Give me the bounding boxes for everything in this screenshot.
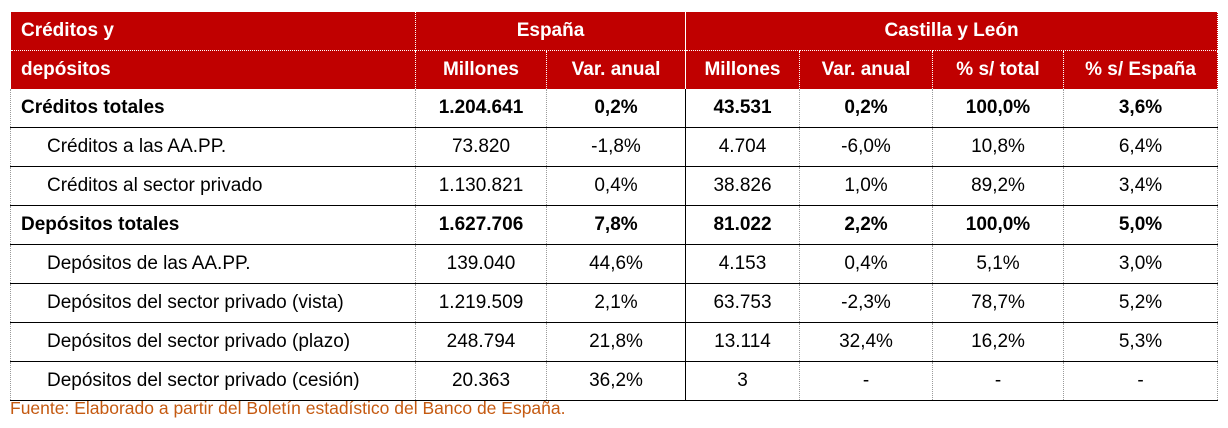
col-header-cyl-millones: Millones: [685, 50, 800, 89]
table-row-creditos-totales: Créditos totales 1.204.641 0,2% 43.531 0…: [10, 89, 1219, 128]
cell-cyl-millones: 13.114: [685, 322, 800, 362]
table-row-depositos-privado-vista: Depósitos del sector privado (vista) 1.2…: [10, 283, 1219, 323]
cell-espana-var-anual: -1,8%: [546, 127, 686, 167]
data-table: Créditos y España Castilla y León depósi…: [10, 11, 1219, 401]
col-header-cyl-var-anual: Var. anual: [799, 50, 933, 89]
table-row-depositos-aapp: Depósitos de las AA.PP. 139.040 44,6% 4.…: [10, 244, 1219, 284]
cell-cyl-var-anual: -: [799, 361, 933, 401]
table-row-creditos-sector-privado: Créditos al sector privado 1.130.821 0,4…: [10, 166, 1219, 206]
cell-cyl-var-anual: 0,4%: [799, 244, 933, 284]
cell-cyl-millones: 4.704: [685, 127, 800, 167]
row-label: Créditos totales: [10, 89, 416, 128]
cell-cyl-pct-espana: 5,2%: [1062, 283, 1219, 323]
row-label-header-line2: depósitos: [10, 50, 416, 89]
table-row-depositos-privado-cesion: Depósitos del sector privado (cesión) 20…: [10, 361, 1219, 401]
cell-espana-millones: 73.820: [415, 127, 547, 167]
cell-espana-millones: 248.794: [415, 322, 547, 362]
row-label: Depósitos del sector privado (vista): [10, 283, 416, 323]
cell-espana-millones: 1.219.509: [415, 283, 547, 323]
cell-cyl-pct-total: 16,2%: [932, 322, 1064, 362]
cell-cyl-pct-total: 5,1%: [932, 244, 1064, 284]
cell-cyl-pct-espana: -: [1062, 361, 1219, 401]
cell-cyl-millones: 43.531: [685, 89, 800, 128]
row-label: Créditos al sector privado: [10, 166, 416, 206]
cell-cyl-var-anual: 1,0%: [799, 166, 933, 206]
cell-cyl-pct-espana: 6,4%: [1062, 127, 1219, 167]
source-note: Fuente: Elaborado a partir del Boletín e…: [10, 398, 566, 418]
group-header-castilla-leon: Castilla y León: [684, 11, 1219, 51]
row-label: Depósitos del sector privado (cesión): [10, 361, 416, 401]
row-label: Depósitos de las AA.PP.: [10, 244, 416, 284]
cell-espana-var-anual: 36,2%: [546, 361, 686, 401]
cell-cyl-pct-total: -: [932, 361, 1064, 401]
table-row-creditos-aapp: Créditos a las AA.PP. 73.820 -1,8% 4.704…: [10, 127, 1219, 167]
cell-cyl-var-anual: -6,0%: [799, 127, 933, 167]
cell-cyl-pct-total: 100,0%: [932, 205, 1064, 245]
cell-espana-var-anual: 7,8%: [546, 205, 686, 245]
cell-espana-millones: 20.363: [415, 361, 547, 401]
cell-cyl-pct-espana: 3,4%: [1062, 166, 1219, 206]
cell-cyl-pct-total: 89,2%: [932, 166, 1064, 206]
row-label: Créditos a las AA.PP.: [10, 127, 416, 167]
cell-cyl-pct-total: 100,0%: [932, 89, 1064, 128]
col-header-cyl-pct-total: % s/ total: [932, 50, 1064, 89]
cell-cyl-millones: 3: [685, 361, 800, 401]
col-header-espana-millones: Millones: [415, 50, 547, 89]
row-label-header-line1: Créditos y: [10, 11, 416, 51]
row-label: Depósitos totales: [10, 205, 416, 245]
cell-espana-millones: 1.204.641: [415, 89, 547, 128]
header-row-2: depósitos Millones Var. anual Millones V…: [10, 50, 1219, 89]
table-row-depositos-privado-plazo: Depósitos del sector privado (plazo) 248…: [10, 322, 1219, 362]
cell-espana-millones: 1.627.706: [415, 205, 547, 245]
table-row-depositos-totales: Depósitos totales 1.627.706 7,8% 81.022 …: [10, 205, 1219, 245]
table-container: Créditos y España Castilla y León depósi…: [10, 11, 1219, 401]
cell-cyl-millones: 38.826: [685, 166, 800, 206]
col-header-cyl-pct-espana: % s/ España: [1062, 50, 1219, 89]
cell-espana-millones: 139.040: [415, 244, 547, 284]
cell-cyl-var-anual: -2,3%: [799, 283, 933, 323]
cell-cyl-pct-espana: 5,0%: [1062, 205, 1219, 245]
cell-espana-var-anual: 0,4%: [546, 166, 686, 206]
cell-espana-var-anual: 44,6%: [546, 244, 686, 284]
cell-cyl-pct-espana: 3,6%: [1062, 89, 1219, 128]
cell-espana-var-anual: 21,8%: [546, 322, 686, 362]
cell-cyl-millones: 63.753: [685, 283, 800, 323]
cell-espana-millones: 1.130.821: [415, 166, 547, 206]
cell-espana-var-anual: 2,1%: [546, 283, 686, 323]
cell-cyl-pct-total: 78,7%: [932, 283, 1064, 323]
cell-cyl-var-anual: 2,2%: [799, 205, 933, 245]
cell-cyl-var-anual: 32,4%: [799, 322, 933, 362]
header-row-1: Créditos y España Castilla y León: [10, 11, 1219, 51]
cell-cyl-pct-total: 10,8%: [932, 127, 1064, 167]
cell-cyl-millones: 4.153: [685, 244, 800, 284]
cell-cyl-pct-espana: 5,3%: [1062, 322, 1219, 362]
cell-cyl-millones: 81.022: [685, 205, 800, 245]
row-label: Depósitos del sector privado (plazo): [10, 322, 416, 362]
col-header-espana-var-anual: Var. anual: [546, 50, 686, 89]
cell-cyl-pct-espana: 3,0%: [1062, 244, 1219, 284]
group-header-espana: España: [415, 11, 686, 51]
cell-cyl-var-anual: 0,2%: [799, 89, 933, 128]
cell-espana-var-anual: 0,2%: [546, 89, 686, 128]
